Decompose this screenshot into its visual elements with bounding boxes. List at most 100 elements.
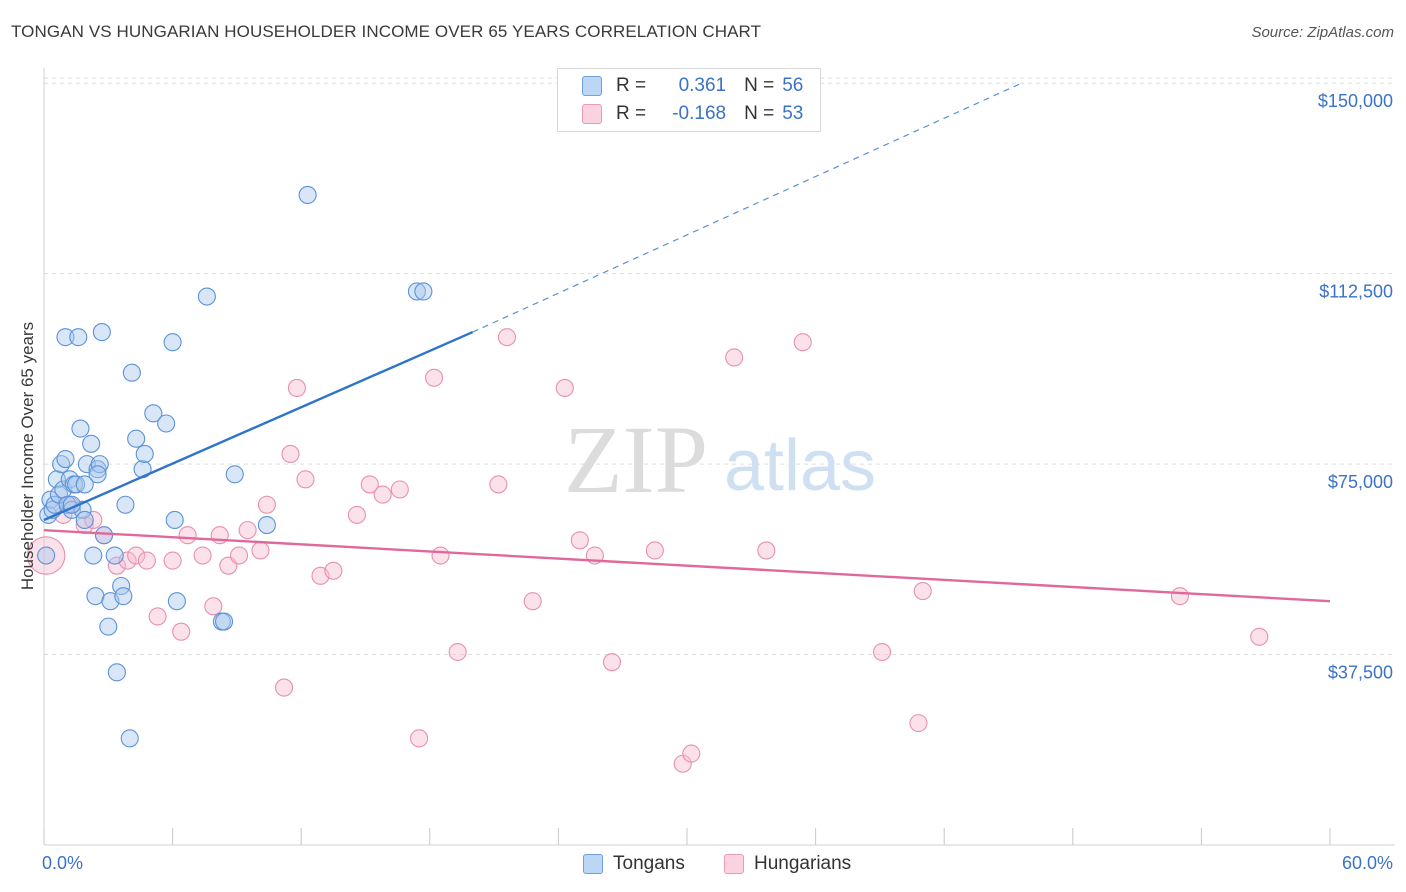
trend-lines bbox=[43, 82, 1331, 603]
hungarians-point bbox=[257, 495, 276, 514]
tongans-point bbox=[127, 429, 146, 448]
legend-r-label: R = bbox=[616, 103, 647, 124]
tongans-legend-swatch bbox=[583, 854, 603, 874]
tongans-point bbox=[165, 510, 184, 530]
series-legend-hungarians: Hungarians bbox=[724, 852, 851, 876]
hungarians-point bbox=[281, 444, 300, 464]
source-credit: Source: ZipAtlas.com bbox=[1251, 24, 1394, 41]
hungarians-point bbox=[347, 505, 366, 524]
hungarians-point bbox=[238, 521, 257, 540]
tongans-point bbox=[56, 328, 75, 347]
watermark-atlas: atlas bbox=[724, 426, 876, 506]
tongans-point bbox=[116, 495, 135, 514]
hungarians-point bbox=[324, 561, 343, 580]
hungarians-points bbox=[26, 328, 1269, 773]
tongans-point bbox=[69, 328, 88, 347]
watermark-zip: ZIP bbox=[564, 406, 708, 513]
hungarians-point bbox=[431, 546, 450, 565]
tongans-point bbox=[86, 587, 105, 606]
tongans-point bbox=[414, 282, 433, 301]
hungarians-legend-swatch bbox=[724, 854, 744, 874]
correlation-legend: R = 0.361 N = 56 R = -0.168 N = 53 bbox=[557, 68, 821, 132]
hungarians-point bbox=[229, 546, 249, 565]
tongans-point bbox=[163, 333, 182, 352]
hungarians-point bbox=[725, 348, 744, 367]
tongans-point bbox=[75, 510, 94, 530]
hungarians-point bbox=[127, 546, 146, 565]
hungarians-point bbox=[793, 333, 812, 352]
legend-n-label: N = bbox=[744, 103, 775, 124]
tongans-point bbox=[37, 546, 56, 565]
hungarians-point bbox=[682, 744, 701, 763]
hungarians-point bbox=[1170, 587, 1190, 606]
hungarians-point bbox=[757, 541, 776, 560]
y-tick-label: $112,500 bbox=[1319, 282, 1393, 302]
tongans-point bbox=[92, 323, 111, 342]
tongans-point bbox=[257, 516, 276, 535]
hungarians-point bbox=[602, 653, 622, 672]
tongans-point bbox=[407, 282, 426, 301]
hungarians-point bbox=[555, 378, 574, 397]
tongans-legend-label: Tongans bbox=[613, 853, 685, 874]
tongans-point bbox=[135, 444, 154, 464]
hungarians-point bbox=[448, 642, 467, 662]
tongans-point bbox=[214, 612, 234, 631]
legend-n-value: 56 bbox=[782, 75, 804, 96]
tongans-point bbox=[298, 185, 317, 205]
hungarians-point bbox=[204, 597, 223, 616]
x-tick-label-min: 0.0% bbox=[42, 853, 83, 873]
legend-row-hungarians: R = -0.168 N = 53 bbox=[582, 102, 803, 126]
x-tick-label-max: 60.0% bbox=[1342, 853, 1393, 873]
tongans-point bbox=[197, 287, 216, 306]
tongans-point bbox=[105, 546, 124, 565]
tongans-trend-line bbox=[43, 330, 474, 522]
hungarians-point bbox=[410, 729, 429, 748]
hungarians-point bbox=[1250, 627, 1269, 646]
hungarians-point bbox=[275, 678, 294, 697]
legend-r-value: 0.361 bbox=[678, 75, 727, 96]
legend-row-tongans: R = 0.361 N = 56 bbox=[582, 74, 803, 98]
hungarians-point bbox=[497, 328, 517, 347]
tongans-point bbox=[107, 663, 126, 682]
tongans-point bbox=[84, 546, 103, 565]
tongans-point bbox=[120, 729, 139, 748]
tongans-trend-extension bbox=[472, 82, 1022, 333]
tongans-point bbox=[56, 449, 75, 469]
tongans-point bbox=[88, 465, 107, 484]
hungarians-point bbox=[193, 546, 212, 565]
legend-n-label: N = bbox=[744, 75, 775, 96]
hungarians-legend-label: Hungarians bbox=[754, 853, 852, 874]
hungarians-trend-line bbox=[43, 528, 1331, 603]
tongans-point bbox=[82, 434, 101, 453]
axes bbox=[43, 68, 1395, 846]
hungarians-point bbox=[425, 368, 444, 387]
tongans-point bbox=[71, 419, 90, 438]
hungarians-point bbox=[178, 526, 197, 545]
hungarians-point bbox=[872, 642, 892, 662]
hungarians-point bbox=[137, 551, 156, 570]
hungarians-point bbox=[251, 541, 270, 560]
hungarians-point bbox=[645, 541, 664, 560]
tongans-point bbox=[99, 617, 118, 636]
legend-r-label: R = bbox=[616, 75, 647, 96]
legend-n-value: 53 bbox=[782, 103, 804, 124]
tongans-point bbox=[144, 404, 163, 423]
tongans-point bbox=[225, 465, 244, 484]
series-legend-tongans: Tongans bbox=[583, 852, 685, 876]
hungarians-point bbox=[390, 480, 409, 499]
y-tick-label: $75,000 bbox=[1328, 472, 1393, 492]
hungarians-point bbox=[489, 475, 508, 494]
hungarians-point bbox=[523, 592, 542, 611]
tongans-point bbox=[94, 526, 114, 545]
hungarians-point bbox=[913, 582, 932, 601]
tongans-point bbox=[114, 587, 133, 606]
hungarians-point bbox=[172, 622, 191, 641]
hungarians-point bbox=[148, 607, 167, 626]
hungarians-point bbox=[360, 475, 379, 494]
hungarians-point bbox=[287, 378, 306, 397]
chart-title: TONGAN VS HUNGARIAN HOUSEHOLDER INCOME O… bbox=[11, 22, 762, 41]
hungarians-point bbox=[373, 485, 392, 504]
y-axis-label: Householder Income Over 65 years bbox=[18, 321, 37, 591]
tongans-points bbox=[37, 185, 433, 748]
legend-r-value: -0.168 bbox=[672, 103, 727, 124]
